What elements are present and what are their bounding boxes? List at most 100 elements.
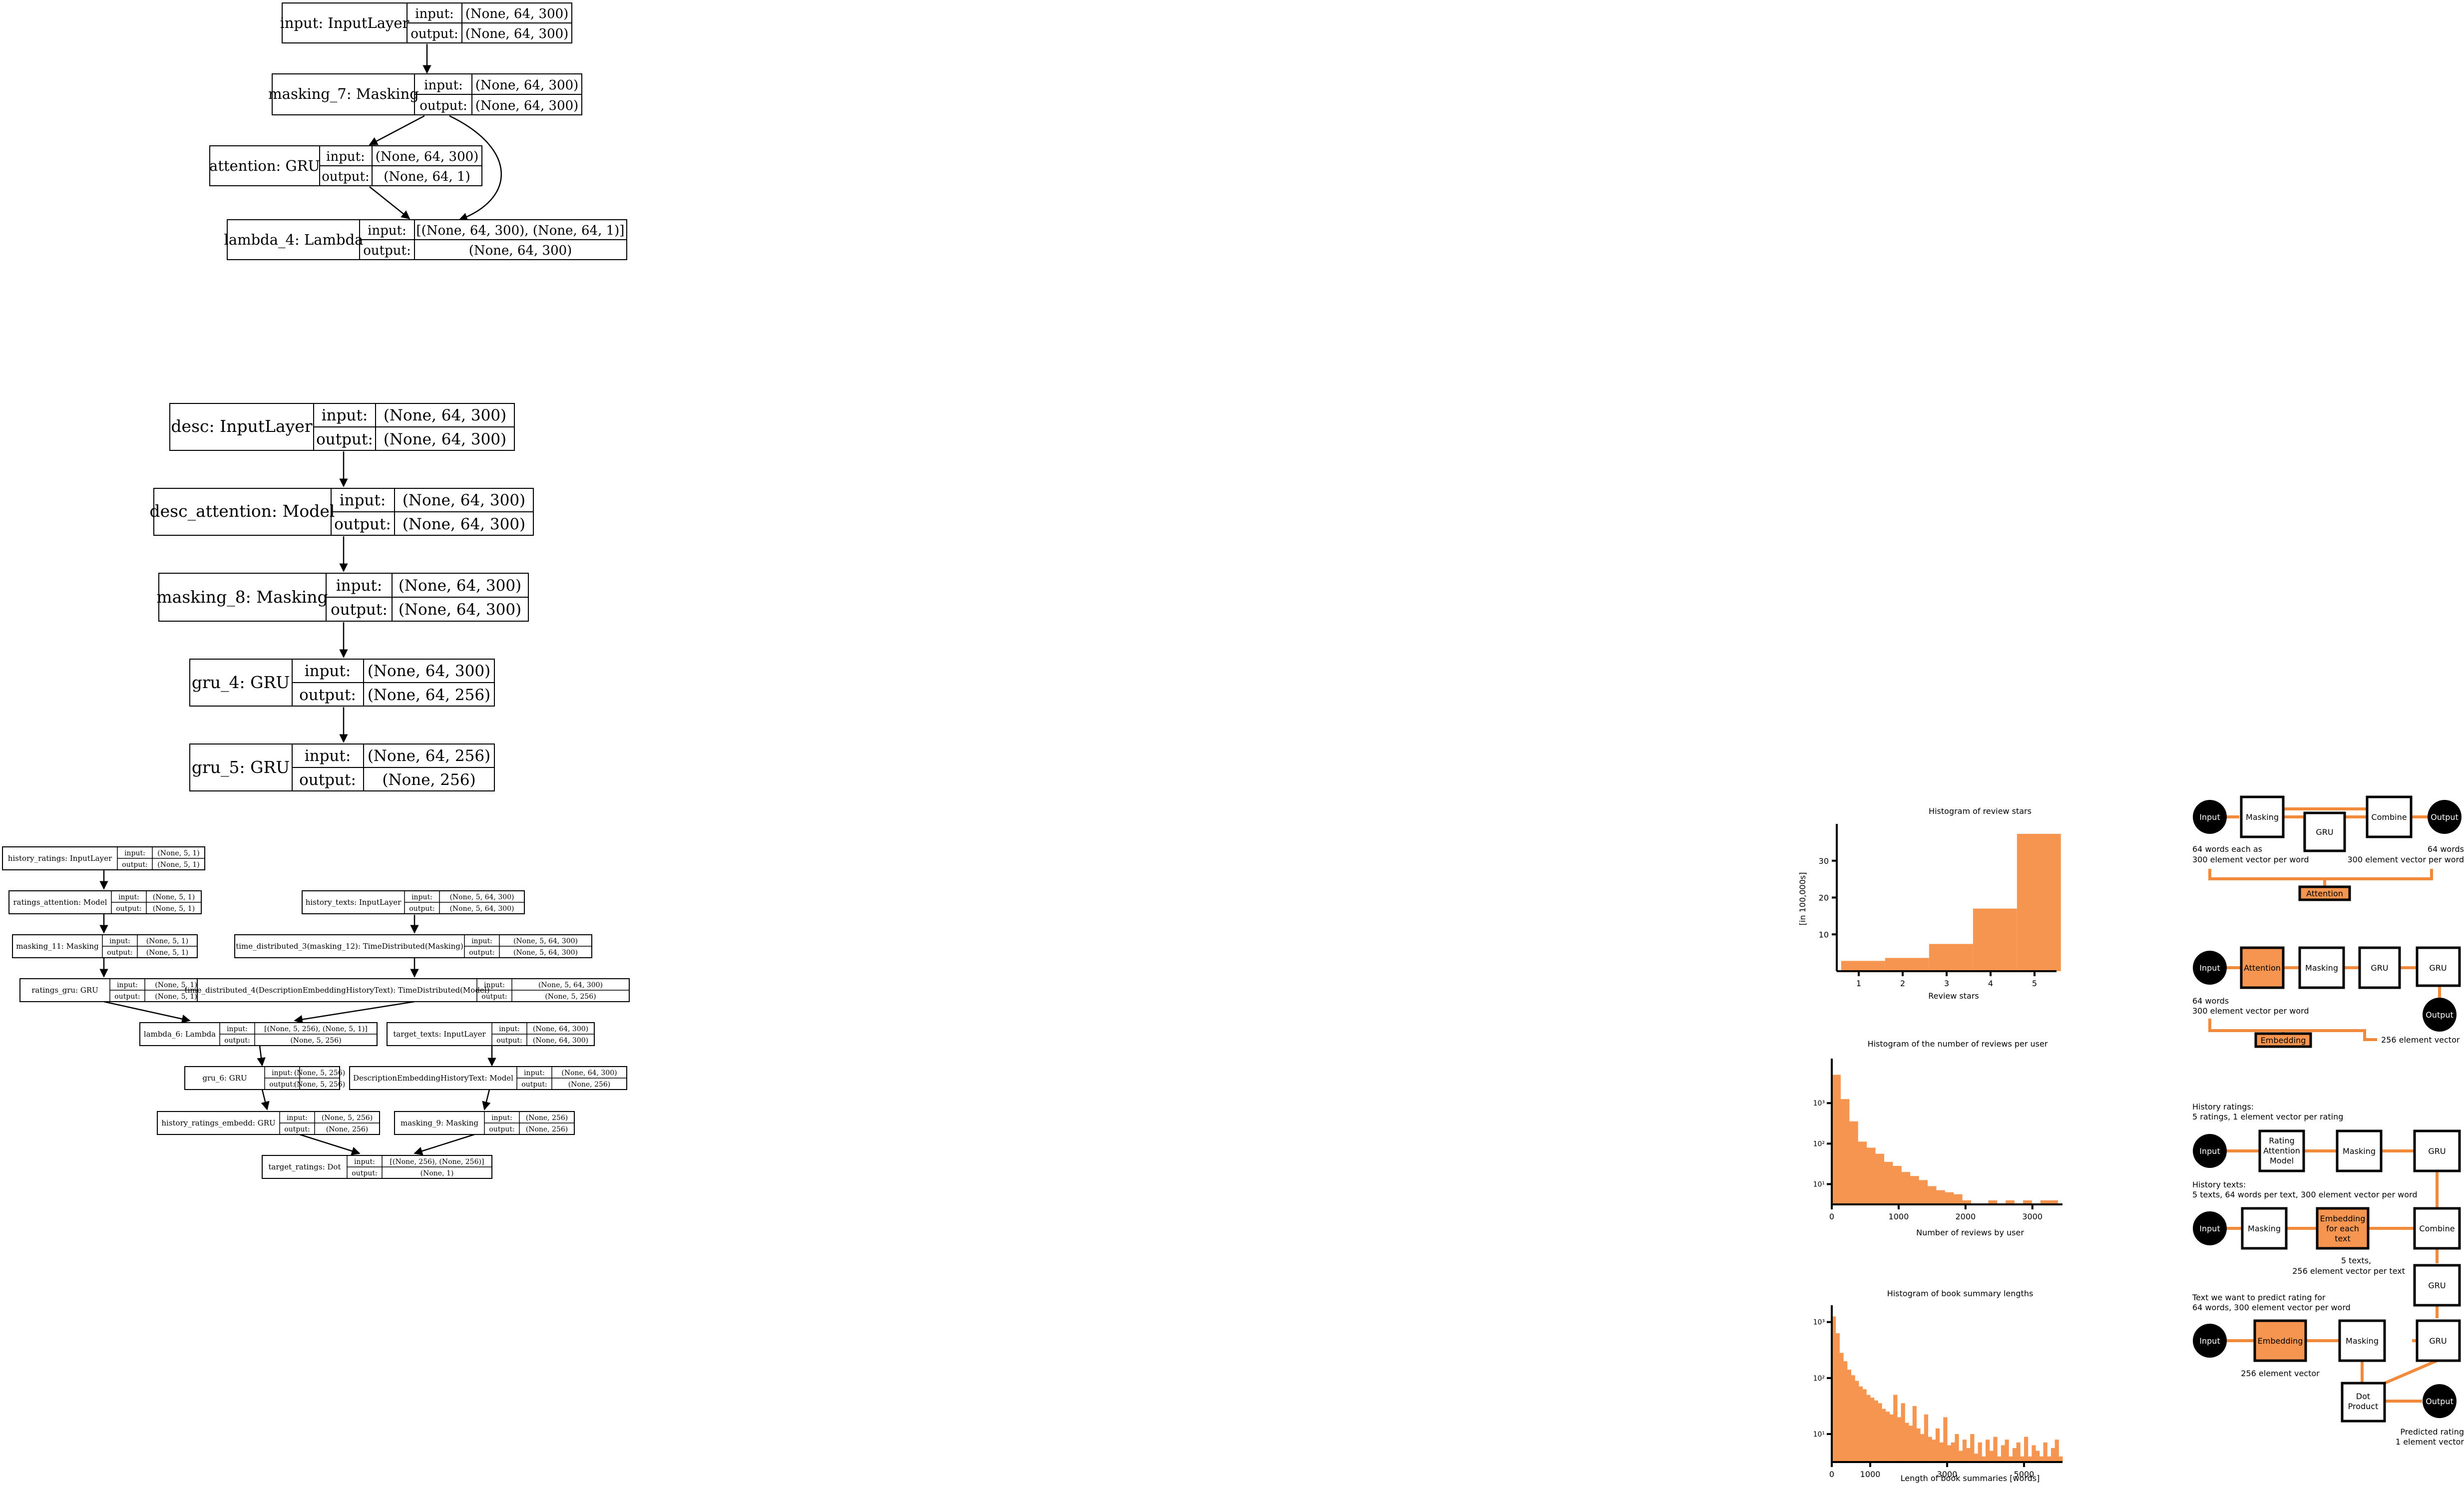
output-label: output: (489, 1125, 514, 1133)
output-label: output: (284, 1125, 310, 1133)
bar-2 (1885, 958, 1929, 971)
bar-59 (2054, 1440, 2059, 1462)
input-label: input: (322, 406, 368, 424)
bar-4 (1843, 1361, 1848, 1462)
y-tick-label: 30 (1819, 856, 1829, 866)
node-12: history_ratings_embedd: GRU input: output:… (157, 1111, 380, 1135)
input-label: input: (411, 893, 432, 901)
input-label: input: (272, 1069, 293, 1077)
combine-label: Combine (2371, 812, 2407, 822)
ratings-head-2: 5 ratings, 1 element vector per rating (2192, 1112, 2343, 1121)
input-shape: (None, 64, 300) (403, 491, 525, 509)
input-node-3 (2193, 1324, 2227, 1358)
output-shape: (None, 5, 256) (545, 993, 596, 1001)
attention-tag (2298, 885, 2351, 901)
gru-label-c: GRU (2429, 1336, 2447, 1346)
input-shape: (None, 64, 300) (399, 577, 521, 595)
chart-reviews-per-user: Histogram of the number of reviews per u… (1813, 1039, 2062, 1237)
bar-32 (1951, 1442, 1955, 1462)
node-11: DescriptionEmbeddingHistoryText: Model in… (349, 1066, 627, 1090)
x-tick-label: 2 (1900, 979, 1905, 988)
bar-7 (1884, 1161, 1893, 1204)
bar-29 (1939, 1442, 1944, 1462)
node-name: gru_4: GRU (192, 673, 290, 693)
input-shape: (None, 5, 256) (294, 1069, 345, 1077)
bar-53 (2032, 1445, 2036, 1462)
node-masking-8: masking_8: Masking input: output: (None,… (156, 573, 529, 622)
bar-42 (1989, 1451, 1994, 1462)
bar-11 (1919, 1180, 1928, 1204)
bar-22 (1912, 1406, 1917, 1462)
input-label: Input (2199, 812, 2220, 822)
output-label: output: (269, 1081, 295, 1089)
output-label: output: (122, 861, 147, 869)
bar-55 (2039, 1456, 2044, 1462)
masking-box-2 (2241, 1207, 2288, 1250)
input-label: input: (287, 1114, 308, 1122)
embedding-label: Embedding (2258, 1336, 2303, 1346)
rating-attention-box (2258, 1129, 2305, 1172)
gru-box-1 (2358, 946, 2401, 989)
node-name: DescriptionEmbeddingHistoryText: Model (353, 1074, 513, 1083)
node-name: target_texts: InputLayer (393, 1030, 486, 1039)
node-8: lambda_6: Lambda input: output: [(None, 5, … (139, 1022, 378, 1046)
combine-box (2366, 795, 2413, 838)
output-label: output: (521, 1081, 547, 1089)
x-tick-label: 0 (1829, 1470, 1834, 1479)
bar-56 (2043, 1442, 2048, 1462)
node-name: desc: InputLayer (171, 416, 312, 436)
attention-box (2240, 946, 2285, 989)
output-shape: (None, 1) (420, 1169, 454, 1177)
note-out-2: 300 element vector per word (2347, 855, 2464, 864)
output-label: output: (469, 949, 494, 957)
node-name: history_ratings: InputLayer (8, 854, 112, 863)
node-name: history_ratings_embedd: GRU (161, 1118, 275, 1127)
input-shape: (None, 5, 256) (322, 1114, 373, 1122)
bar-14 (1882, 1409, 1886, 1462)
node-name: time_distributed_4(DescriptionEmbeddingH… (185, 986, 490, 995)
target-head-2: 64 words, 300 element vector per word (2192, 1303, 2351, 1312)
emb-each-1: Embedding (2320, 1214, 2366, 1223)
masking-label-3: Masking (2346, 1336, 2379, 1346)
input-node-1 (2193, 1134, 2227, 1168)
input-shape: (None, 64, 256) (368, 747, 490, 765)
bar-3 (1839, 1353, 1844, 1462)
output-label: output: (116, 905, 141, 913)
bar-41 (1986, 1440, 1990, 1462)
input-label: input: (336, 577, 383, 595)
output-shape: (None, 256) (326, 1125, 369, 1133)
output-label: output: (299, 771, 356, 789)
output-label: output: (316, 430, 373, 448)
input-label: input: (415, 6, 454, 21)
input-shape: (None, 5, 64, 300) (449, 893, 514, 901)
output-shape: (None, 256) (568, 1081, 611, 1089)
input-shape: (None, 5, 1) (146, 937, 189, 945)
bar-20 (1905, 1423, 1909, 1462)
node-2: ratings_attention: Model input: output: (No… (8, 890, 202, 914)
bar-51 (2024, 1437, 2029, 1462)
input-label: input: (484, 981, 505, 989)
y-tick-label: 10³ (1813, 1319, 1825, 1327)
embedding-box (2253, 1319, 2307, 1362)
output-shape: (None, 64, 300) (469, 243, 572, 258)
x-tick-label: 4 (1988, 979, 1993, 988)
bar-9 (1862, 1389, 1867, 1462)
node-name: masking_7: Masking (268, 85, 419, 103)
y-tick-label: 10¹ (1813, 1180, 1825, 1188)
output-label: output: (322, 169, 369, 184)
keras-graph-full-model: history_ratings: InputLayer input: output:… (2, 846, 630, 1179)
bar-9 (1901, 1172, 1911, 1204)
bar-43 (1993, 1437, 1998, 1462)
node-name: lambda_4: Lambda (224, 231, 364, 249)
node-gru-5: gru_5: GRU input: output: (None, 64, 256… (189, 743, 495, 791)
bar-30 (1943, 1417, 1948, 1462)
bar-13 (1878, 1403, 1882, 1462)
input-shape: [(None, 256), (None, 256)] (390, 1158, 484, 1166)
chart-review-stars: Histogram of review stars [in 100,000s] … (1798, 806, 2061, 1001)
bar-12 (1927, 1186, 1937, 1204)
y-tick-label: 10³ (1813, 1100, 1825, 1108)
output-label: output: (107, 949, 132, 957)
bar-8 (1892, 1165, 1902, 1204)
bar-15 (1885, 1412, 1890, 1462)
